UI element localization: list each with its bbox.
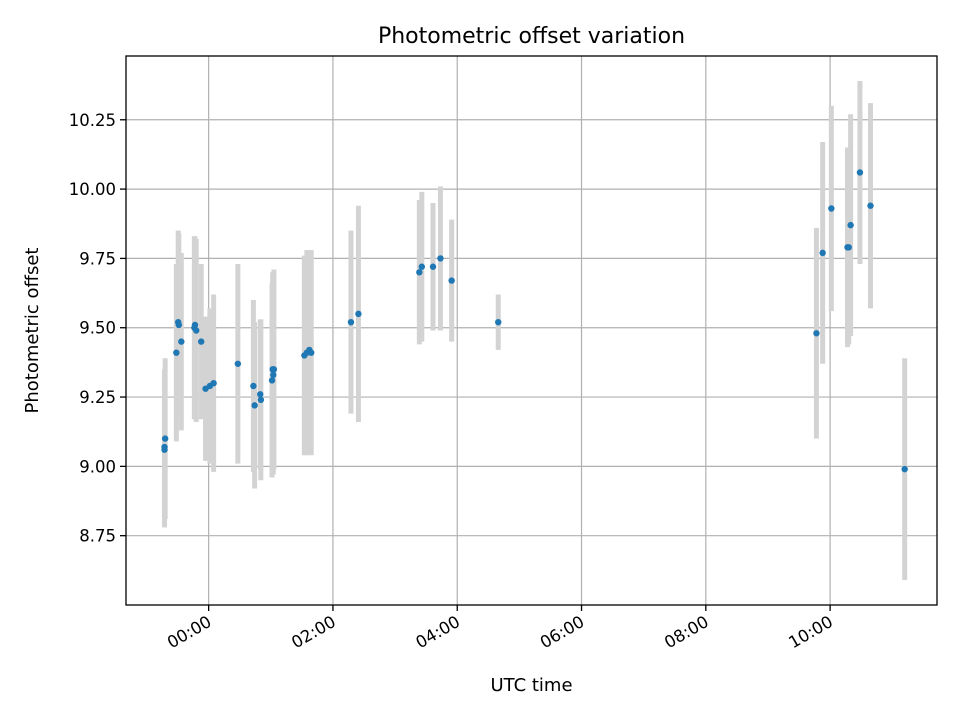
y-tick-label: 9.25 xyxy=(79,388,116,407)
data-point xyxy=(819,249,826,257)
plot-frame xyxy=(125,55,938,606)
chart-title: Photometric offset variation xyxy=(378,24,685,49)
data-point xyxy=(193,327,200,334)
data-point xyxy=(175,321,183,329)
data-point xyxy=(845,244,852,251)
data-point xyxy=(210,379,217,387)
data-point xyxy=(495,318,502,326)
data-point xyxy=(270,371,277,379)
data-point xyxy=(250,382,257,390)
data-point xyxy=(178,338,185,345)
data-point xyxy=(268,377,276,384)
data-point xyxy=(437,255,444,262)
x-tick-label: 08:00 xyxy=(661,612,712,652)
data-point xyxy=(418,263,426,270)
data-point xyxy=(257,396,265,404)
data-point xyxy=(161,446,168,453)
data-point xyxy=(847,221,854,229)
x-tick-label: 06:00 xyxy=(537,612,588,652)
data-point xyxy=(347,318,355,326)
y-tick-label: 9.75 xyxy=(79,249,116,268)
data-point xyxy=(416,269,423,276)
x-tick-label: 02:00 xyxy=(288,612,339,652)
y-tick-label: 8.75 xyxy=(79,527,116,546)
data-points xyxy=(161,169,908,473)
y-tick-label: 10.25 xyxy=(69,111,116,130)
data-point xyxy=(901,465,908,473)
data-point xyxy=(448,277,455,284)
y-axis: 8.75 9.00 9.25 9.50 9.75 10.00 10.25 xyxy=(69,111,126,546)
data-point xyxy=(355,310,362,318)
data-point xyxy=(161,435,169,442)
data-point xyxy=(191,321,199,329)
data-point xyxy=(429,263,437,270)
data-point xyxy=(856,169,864,176)
x-axis-label: UTC time xyxy=(490,675,572,696)
x-axis: 00:00 02:00 04:00 06:00 08:00 10:00 xyxy=(164,605,836,652)
data-point xyxy=(307,349,315,356)
data-point xyxy=(234,360,242,367)
x-tick-label: 10:00 xyxy=(785,612,836,652)
y-tick-label: 10.00 xyxy=(69,180,116,199)
data-point xyxy=(173,349,180,356)
data-point xyxy=(197,338,205,345)
data-point xyxy=(867,202,874,209)
y-tick-label: 9.50 xyxy=(79,319,116,338)
data-point xyxy=(270,366,278,373)
y-tick-label: 9.00 xyxy=(79,457,116,476)
error-bars xyxy=(162,80,908,581)
data-point xyxy=(257,391,264,398)
x-tick-label: 04:00 xyxy=(413,612,464,652)
data-point xyxy=(251,402,258,409)
y-axis-label: Photometric offset xyxy=(22,248,43,414)
data-point xyxy=(828,205,835,212)
x-tick-label: 00:00 xyxy=(164,612,215,652)
data-point xyxy=(813,330,820,337)
